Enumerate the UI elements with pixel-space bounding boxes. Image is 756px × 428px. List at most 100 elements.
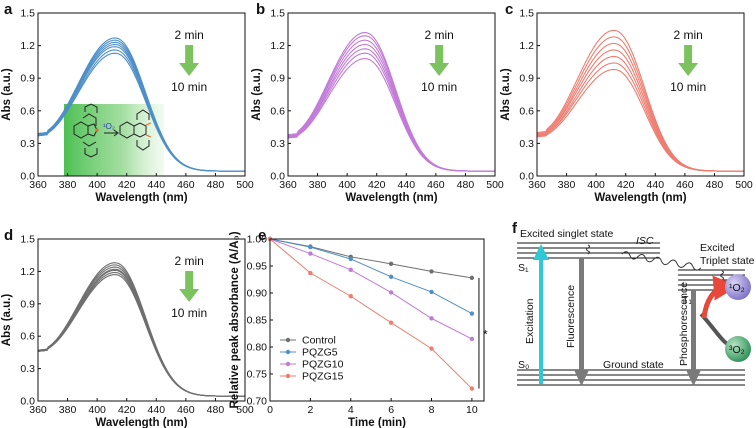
- y-axis-label: Abs (a.u.): [1, 68, 13, 121]
- data-point: [429, 316, 434, 321]
- singlet-oxygen-inset-label: ¹O₂: [103, 122, 115, 131]
- isc-wavy-arrow: [621, 251, 702, 271]
- jablonski-diagram: f Excited singlet state S₁ Excited Tripl…: [512, 220, 755, 386]
- time-end-label: 10 min: [171, 80, 207, 94]
- x-axis-label: Wavelength (nm): [594, 192, 686, 204]
- series-line: [269, 238, 473, 314]
- x-tick-label: 360: [528, 179, 546, 191]
- y-tick-label: 1.2: [519, 40, 534, 52]
- plot-frame: [37, 238, 246, 402]
- x-tick-label: 400: [587, 179, 605, 191]
- time-start-label: 2 min: [673, 28, 702, 42]
- oxygen-atom: [95, 128, 99, 132]
- singlet-oxygen-label: ¹O₂: [729, 282, 745, 294]
- data-point: [429, 346, 434, 351]
- y-tick-label: 0.95: [247, 261, 268, 273]
- excited-singlet-label: Excited singlet state: [520, 228, 614, 240]
- series-line: [269, 238, 473, 340]
- time-down-arrow-icon: [179, 45, 200, 76]
- product-ring-2: [133, 122, 147, 138]
- x-tick-label: 460: [177, 404, 195, 416]
- x-tick-label: 420: [617, 179, 635, 191]
- s0-label: S₀: [518, 359, 529, 371]
- time-start-label: 2 min: [174, 28, 203, 42]
- legend-label: Control: [302, 335, 336, 347]
- legend-label: PQZG15: [302, 371, 344, 383]
- x-tick-label: 0: [267, 404, 273, 416]
- x-tick-label: 480: [457, 179, 475, 191]
- excitation-label: Excitation: [524, 298, 536, 344]
- x-tick-label: 440: [148, 404, 166, 416]
- x-tick-label: 380: [558, 179, 576, 191]
- spectrum-curve-7: [287, 58, 495, 172]
- y-tick-label: 0.9: [519, 73, 534, 85]
- time-down-arrow-icon: [179, 271, 200, 302]
- panel-c: c 360 380 400 420 440 460 480 500 0.0 0.3 0.6 0.9 1.2…: [500, 1, 753, 204]
- data-point: [348, 267, 353, 272]
- y-tick-label: 0.90: [247, 288, 268, 300]
- x-tick-label: 380: [59, 404, 77, 416]
- y-axis-label: Abs (a.u.): [251, 68, 263, 121]
- data-point: [388, 290, 394, 295]
- data-point: [429, 269, 434, 274]
- x-axis-label: Wavelength (nm): [95, 192, 187, 204]
- x-tick-label: 440: [398, 179, 416, 191]
- y-tick-label: 0.0: [20, 396, 35, 408]
- phosphorescence-label: Phosphorescence: [678, 282, 690, 366]
- series-pqzg15: [267, 236, 475, 391]
- molecule-phenyl-top: [82, 103, 98, 126]
- x-axis-label: Time (min): [348, 417, 406, 428]
- spectrum-curve-7: [536, 68, 744, 172]
- x-tick-label: 4: [348, 404, 354, 416]
- excited-triplet-label-1: Excited: [700, 242, 735, 254]
- data-point: [388, 274, 394, 279]
- x-tick-label: 400: [88, 179, 106, 191]
- triplet-oxygen-label: ³O₂: [729, 344, 745, 356]
- panel-b: b 360 380 400 420 440 460 480 500 0.0 0.3 0.6 0.9 1.2…: [251, 1, 504, 204]
- x-tick-label: 480: [706, 179, 724, 191]
- spectrum-curve-7: [37, 274, 245, 397]
- y-tick-label: 1.00: [247, 234, 268, 246]
- x-tick-label: 500: [486, 179, 504, 191]
- data-point: [388, 261, 394, 267]
- product-phenyls: [136, 109, 150, 151]
- y-tick-label: 0.70: [247, 396, 268, 408]
- triplet-oxygen-sphere: ³O₂: [725, 336, 751, 362]
- phosphorescence-arrow: [686, 290, 701, 386]
- spectrum-curve-3: [37, 266, 245, 397]
- legend-label: PQZG10: [302, 359, 344, 371]
- data-point: [308, 251, 313, 256]
- x-tick-label: 360: [29, 179, 47, 191]
- y-tick-label: 0.9: [20, 73, 35, 85]
- inset-background: [64, 104, 164, 176]
- y-tick-label: 1.2: [20, 40, 35, 52]
- legend-entry-pqzg5: PQZG5: [280, 347, 338, 359]
- x-axis-label: Wavelength (nm): [345, 192, 437, 204]
- x-tick-label: 500: [236, 179, 254, 191]
- x-tick-label: 500: [735, 179, 753, 191]
- s1-label: S₁: [518, 262, 529, 274]
- time-arrow: 2 min 10 min: [421, 28, 457, 94]
- series-line: [269, 238, 473, 389]
- panel-letter-b: b: [256, 1, 265, 18]
- y-axis-label: Abs (a.u.): [1, 294, 13, 347]
- y-tick-label: 0.75: [247, 369, 268, 381]
- fluorescence-label: Fluorescence: [565, 285, 577, 348]
- isc-label: ISC: [636, 235, 654, 247]
- x-tick-label: 420: [118, 404, 136, 416]
- y-tick-label: 0.6: [20, 105, 35, 117]
- x-tick-label: 480: [207, 179, 225, 191]
- x-tick-label: 460: [427, 179, 445, 191]
- time-down-arrow-icon: [678, 45, 699, 76]
- excitation-arrow: [533, 244, 549, 384]
- data-point: [308, 270, 313, 276]
- x-axis-label: Wavelength (nm): [95, 417, 187, 428]
- panel-letter-a: a: [4, 1, 13, 18]
- x-tick-label: 440: [647, 179, 665, 191]
- time-arrow: 2 min 10 min: [171, 28, 207, 94]
- panel-letter-f: f: [512, 220, 518, 237]
- x-tick-label: 6: [388, 404, 394, 416]
- x-tick-label: 420: [118, 179, 136, 191]
- y-tick-label: 0.80: [247, 342, 268, 354]
